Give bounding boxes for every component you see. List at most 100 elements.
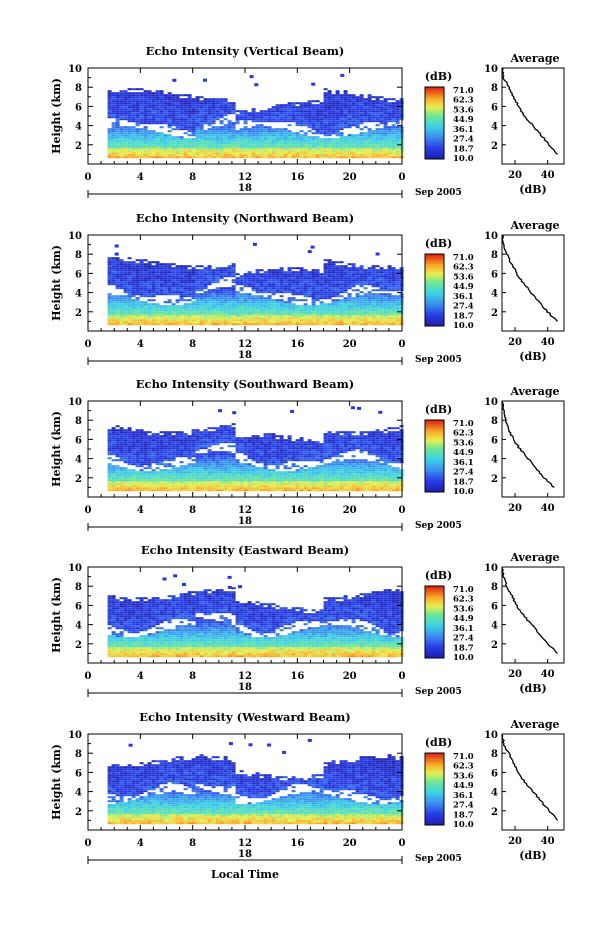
heatmap-cell xyxy=(339,110,344,113)
heatmap-cell xyxy=(163,457,168,460)
heatmap-cell xyxy=(131,481,136,484)
heatmap-cell xyxy=(107,142,112,145)
heatmap-cell xyxy=(159,291,164,294)
heatmap-cell xyxy=(367,297,372,300)
heatmap-cell xyxy=(119,273,124,276)
heatmap-cell xyxy=(199,269,204,272)
heatmap-cell xyxy=(287,114,292,117)
heatmap-cell xyxy=(395,156,400,159)
heatmap-cell xyxy=(151,285,156,288)
heatmap-cell xyxy=(119,457,124,460)
heatmap-cell xyxy=(239,114,244,117)
heatmap-cell xyxy=(203,148,208,151)
heatmap-cell xyxy=(107,305,112,308)
heatmap-cell xyxy=(347,122,352,125)
heatmap-cell xyxy=(371,299,376,302)
heatmap-cell xyxy=(307,150,312,153)
heatmap-cell xyxy=(319,289,324,292)
heatmap-cell xyxy=(139,479,144,482)
heatmap-cell xyxy=(367,98,372,101)
x-tick-label: 0 xyxy=(399,339,406,350)
heatmap-cell xyxy=(195,429,200,432)
heatmap-cell xyxy=(211,319,216,322)
heatmap-cell xyxy=(395,130,400,133)
heatmap-cell xyxy=(107,463,112,466)
heatmap-cell xyxy=(239,287,244,290)
heatmap-cell xyxy=(391,321,396,324)
heatmap-cell xyxy=(359,305,364,308)
heatmap-cell xyxy=(179,152,184,155)
heatmap-cell xyxy=(159,144,164,147)
heatmap-cell xyxy=(123,453,128,456)
heatmap-cell xyxy=(183,104,188,107)
heatmap-cell xyxy=(263,132,268,135)
heatmap-cell xyxy=(391,309,396,312)
heatmap-cell xyxy=(207,108,212,111)
heatmap-cell xyxy=(275,114,280,117)
heatmap-cell xyxy=(247,142,252,145)
heatmap-cell xyxy=(187,148,192,151)
heatmap-cell xyxy=(207,102,212,105)
heatmap-cell xyxy=(359,267,364,270)
heatmap-cell xyxy=(263,128,268,131)
heatmap-cell xyxy=(263,116,268,119)
heatmap-cell xyxy=(199,156,204,159)
heatmap-cell xyxy=(163,313,168,316)
heatmap-cell xyxy=(367,120,372,123)
heatmap-cell xyxy=(175,116,180,119)
heatmap-cell xyxy=(259,126,264,129)
heatmap-cell xyxy=(195,277,200,280)
heatmap-cell xyxy=(255,307,260,310)
heatmap-cell xyxy=(263,303,268,306)
heatmap-cell xyxy=(135,307,140,310)
heatmap-cell xyxy=(195,104,200,107)
heatmap-cell xyxy=(127,301,132,304)
heatmap-cell xyxy=(343,313,348,316)
heatmap-cell xyxy=(119,313,124,316)
heatmap-cell xyxy=(355,152,360,155)
heatmap-cell xyxy=(367,303,372,306)
heatmap-cell xyxy=(135,479,140,482)
heatmap-cell xyxy=(163,465,168,468)
heatmap-cell xyxy=(255,120,260,123)
heatmap-cell xyxy=(339,146,344,149)
heatmap-cell xyxy=(351,124,356,127)
heatmap-cell xyxy=(303,291,308,294)
heatmap-cell xyxy=(215,138,220,141)
heatmap-cell xyxy=(119,108,124,111)
heatmap-cell xyxy=(347,156,352,159)
heatmap-cell xyxy=(187,467,192,470)
heatmap-cell xyxy=(167,98,172,101)
heatmap-cell xyxy=(231,265,236,268)
heatmap-cell xyxy=(267,307,272,310)
heatmap-cell xyxy=(123,90,128,93)
heatmap-cell xyxy=(303,114,308,117)
heatmap-cell xyxy=(127,257,132,260)
heatmap-cell xyxy=(383,148,388,151)
heatmap-cell xyxy=(223,126,228,129)
heatmap-cell xyxy=(299,307,304,310)
heatmap-cell xyxy=(159,443,164,446)
heatmap-cell xyxy=(355,281,360,284)
colorbar-segment xyxy=(425,121,444,124)
heatmap-cell xyxy=(207,299,212,302)
heatmap-cell xyxy=(135,130,140,133)
heatmap-cell xyxy=(211,297,216,300)
heatmap-cell xyxy=(315,112,320,115)
heatmap-cell xyxy=(215,150,220,153)
heatmap-cell xyxy=(207,307,212,310)
heatmap-cell xyxy=(175,315,180,318)
heatmap-cell xyxy=(111,134,116,137)
heatmap-cell xyxy=(183,271,188,274)
heatmap-cell xyxy=(139,136,144,139)
colorbar-segment xyxy=(425,286,444,289)
heatmap-cell xyxy=(135,142,140,145)
heatmap-cell xyxy=(123,140,128,143)
heatmap-cell xyxy=(283,120,288,123)
heatmap-cell xyxy=(127,451,132,454)
heatmap-cell xyxy=(187,94,192,97)
heatmap-cell xyxy=(211,122,216,125)
heatmap-cell xyxy=(175,277,180,280)
heatmap-cell xyxy=(215,102,220,105)
heatmap-cell xyxy=(139,102,144,105)
